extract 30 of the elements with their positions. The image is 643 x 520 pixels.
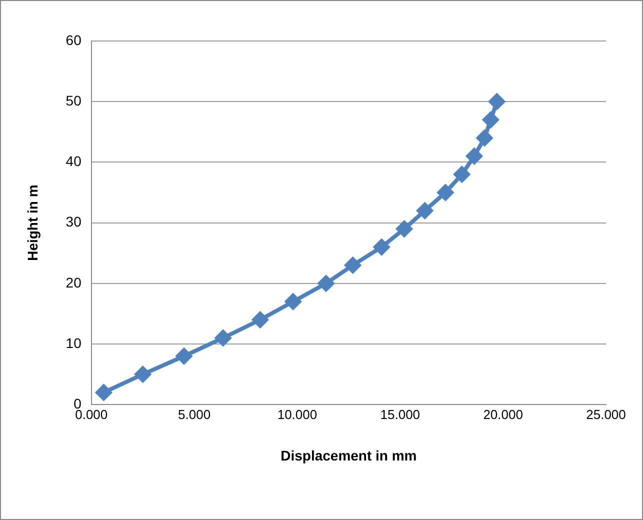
point xyxy=(176,348,192,364)
y-tick-label: 20 xyxy=(66,274,82,290)
x-tick-label: 10.000 xyxy=(277,406,318,422)
point xyxy=(252,312,268,328)
y-tick-label: 60 xyxy=(66,32,82,48)
x-tick-label: 15.000 xyxy=(380,406,420,422)
point xyxy=(488,94,505,110)
x-tick-label: 5.000 xyxy=(178,406,211,422)
x-tick-label: 25.000 xyxy=(586,406,626,422)
y-axis-title: Height in m xyxy=(24,184,40,261)
y-tick-label: 50 xyxy=(66,92,82,108)
point xyxy=(318,275,334,292)
x-tick-label: 20.000 xyxy=(483,406,523,422)
point xyxy=(134,366,151,382)
point xyxy=(215,330,232,346)
y-tick-label: 10 xyxy=(66,334,82,351)
y-tick-label: 40 xyxy=(66,153,82,170)
point xyxy=(466,148,482,164)
point xyxy=(482,112,499,128)
point xyxy=(416,202,433,219)
y-tick-label: 30 xyxy=(66,214,82,230)
point xyxy=(344,257,361,274)
point xyxy=(454,166,470,182)
point xyxy=(396,220,412,237)
point xyxy=(437,184,454,200)
point xyxy=(476,130,493,146)
x-axis-title: Displacement in mm xyxy=(280,447,417,464)
point xyxy=(96,384,112,400)
point xyxy=(374,239,390,256)
point xyxy=(285,294,302,310)
